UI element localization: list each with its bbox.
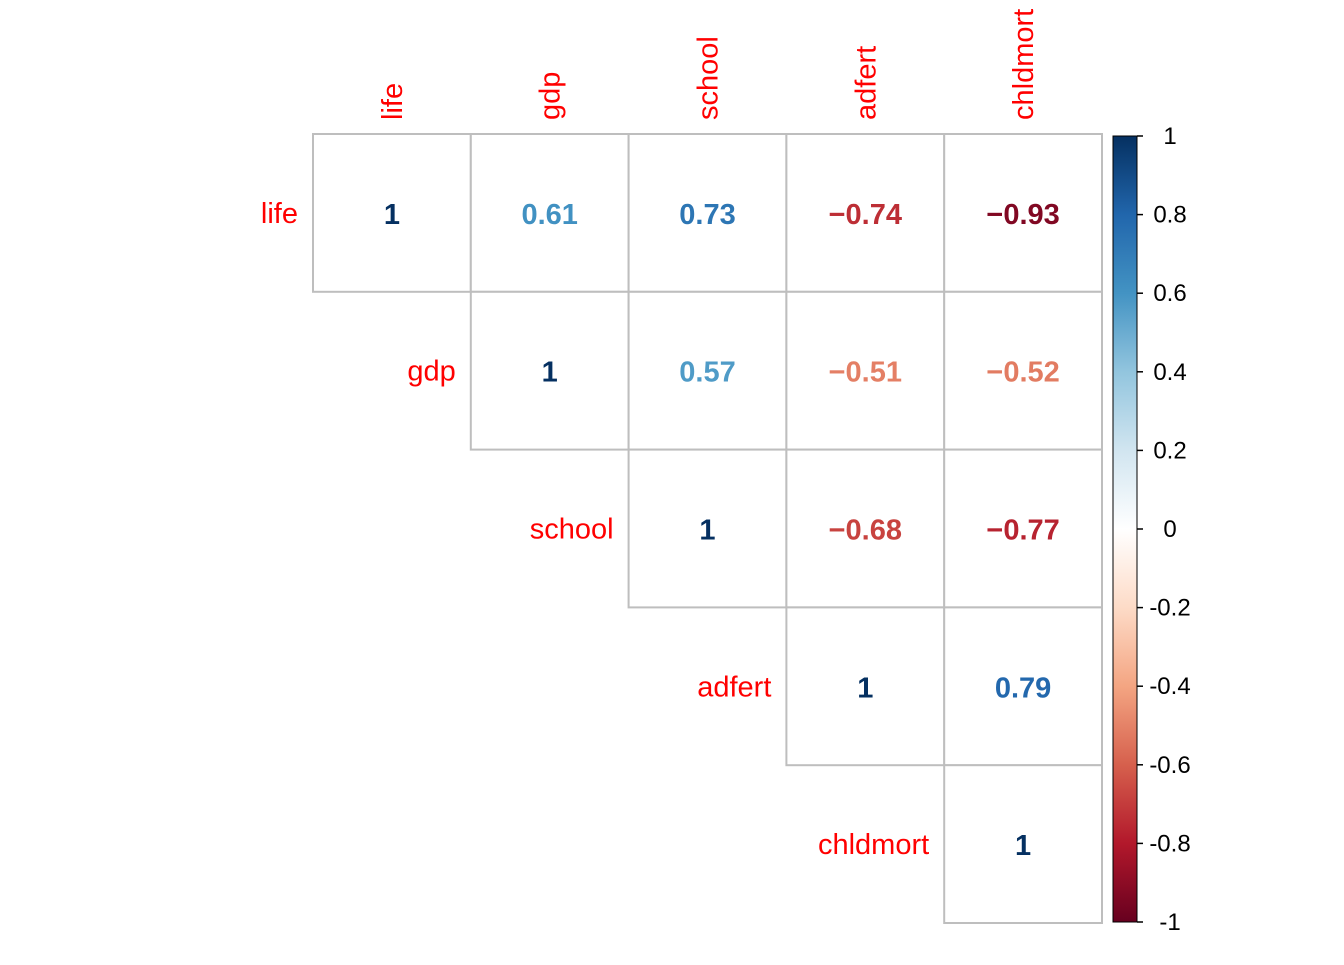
colorbar-tick-label: -0.4 [1149, 673, 1190, 700]
colorbar-tick-label: 0.8 [1153, 202, 1186, 229]
cell-value-gdp-school: 0.57 [679, 357, 735, 389]
matrix-cell-gdp-gdp [469, 290, 630, 451]
column-label-chldmort: chldmort [1008, 9, 1040, 120]
cell-value-adfert-chldmort: 0.79 [995, 672, 1051, 704]
matrix-cell-life-life [312, 133, 472, 293]
column-label-life: life [377, 83, 409, 120]
matrix-cell-life-chldmort [943, 133, 1104, 293]
column-label-adfert: adfert [850, 46, 882, 120]
matrix-cell-adfert-chldmort [943, 606, 1104, 767]
cell-value-gdp-adfert: −0.51 [829, 357, 902, 389]
cell-value-life-school: 0.73 [679, 199, 735, 231]
cell-value-school-adfert: −0.68 [829, 515, 902, 547]
row-label-gdp: gdp [407, 356, 455, 388]
row-label-adfert: adfert [697, 671, 771, 703]
row-label-school: school [530, 514, 614, 546]
cell-value-gdp-gdp: 1 [542, 357, 558, 389]
colorbar-tick-label: -1 [1159, 909, 1180, 936]
colorbar-tick-label: 0.4 [1153, 359, 1186, 386]
colorbar-tick-label: 1 [1163, 123, 1176, 150]
matrix-cell-gdp-adfert [785, 290, 946, 451]
matrix-cell-school-chldmort [943, 448, 1104, 609]
colorbar-tick-label: -0.2 [1149, 595, 1190, 622]
colorbar-tick-label: 0.2 [1153, 437, 1186, 464]
colorbar-tick-label: 0 [1163, 516, 1176, 543]
cell-value-life-life: 1 [384, 199, 400, 231]
cell-value-school-school: 1 [699, 515, 715, 547]
matrix-cell-life-adfert [785, 133, 946, 293]
column-labels: life gdp school adfert chldmort [377, 9, 1040, 120]
cell-value-life-adfert: −0.74 [829, 199, 902, 231]
cell-value-chldmort-chldmort: 1 [1015, 830, 1031, 862]
colorbar-tick-label: -0.6 [1149, 752, 1190, 779]
cell-value-life-gdp: 0.61 [521, 199, 577, 231]
matrix-cell-life-school [627, 133, 788, 293]
matrix-cells: 1 0.61 0.73 −0.74 −0.93 life 1 0.57 −0.51 −0.52 gd… [261, 133, 1104, 925]
matrix-cell-adfert-adfert [785, 606, 946, 767]
colorbar-gradient [1112, 135, 1138, 923]
matrix-cell-chldmort-chldmort [943, 764, 1104, 925]
colorbar-tick-label: -0.8 [1149, 830, 1190, 857]
cell-value-gdp-chldmort: −0.52 [986, 357, 1059, 389]
row-label-chldmort: chldmort [818, 829, 929, 861]
row-label-life: life [261, 198, 298, 230]
column-label-gdp: gdp [535, 72, 567, 120]
cell-value-school-chldmort: −0.77 [986, 515, 1059, 547]
matrix-cell-life-gdp [469, 133, 630, 293]
column-label-school: school [693, 36, 725, 120]
colorbar: 1 0.8 0.6 0.4 0.2 0 -0.2 -0.4 -0.6 -0.8 -1 [1112, 123, 1191, 936]
cell-value-adfert-adfert: 1 [857, 672, 873, 704]
cell-value-life-chldmort: −0.93 [986, 199, 1059, 231]
colorbar-tick-label: 0.6 [1153, 280, 1186, 307]
matrix-cell-school-school [627, 448, 788, 609]
